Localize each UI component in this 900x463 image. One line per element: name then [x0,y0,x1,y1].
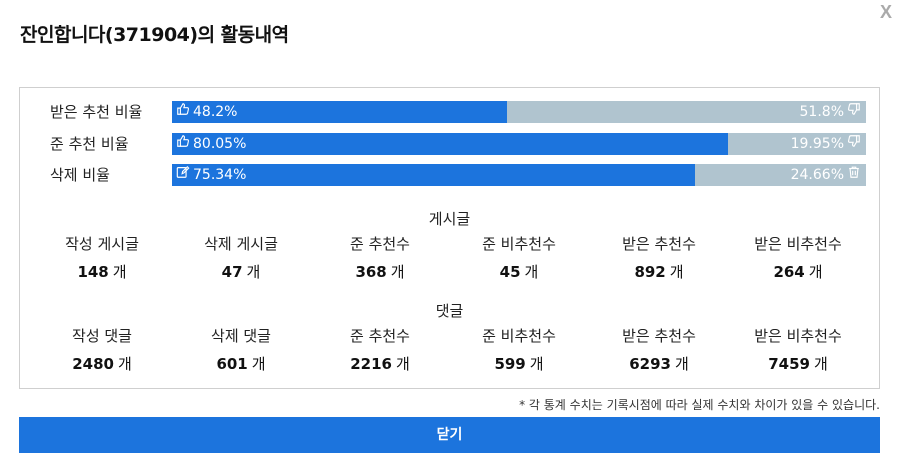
thumbs-up-icon [176,133,190,155]
bar-right-value: 24.66% [790,167,844,183]
stat-label: 삭제 댓글 [211,327,271,345]
stat-unit: 개 [674,355,689,373]
stat-comments-written: 작성 댓글 2480 개 [32,326,172,374]
stat-value: 6293 [629,355,671,373]
stat-label: 준 비추천수 [482,235,556,253]
stat-label: 받은 추천수 [622,327,696,345]
bar-label: 준 추천 비율 [50,135,129,153]
stat-label: 준 추천수 [350,327,410,345]
received-recommend-ratio-row: 받은 추천 비율 48.2% 51.8% [20,101,879,123]
stat-posts-received-downvote: 받은 비추천수 264 개 [728,234,868,282]
bar-label: 받은 추천 비율 [50,103,143,121]
stat-value: 599 [494,355,526,373]
bar-right-value: 19.95% [790,136,844,152]
ratio-bar-fill [172,101,507,123]
stat-unit: 개 [117,355,132,373]
stat-comments-deleted: 삭제 댓글 601 개 [171,326,311,374]
dialog-title: 잔인합니다(371904)의 활동내역 [20,24,289,46]
close-button[interactable]: 닫기 [19,417,880,453]
stat-value: 148 [77,263,109,281]
thumbs-up-icon [176,101,190,123]
stats-notice: * 각 통계 수치는 기록시점에 따라 실제 수치와 차이가 있을 수 있습니다… [519,398,880,412]
stat-posts-given-downvote: 준 비추천수 45 개 [449,234,589,282]
stat-value: 264 [773,263,805,281]
stat-posts-deleted: 삭제 게시글 47 개 [171,234,311,282]
bar-left-value: 75.34% [193,167,247,183]
stat-unit: 개 [251,355,266,373]
bar-left-value: 80.05% [193,136,247,152]
ratio-bar-track: 48.2% 51.8% [172,101,866,123]
stat-label: 작성 게시글 [65,235,139,253]
trash-icon [847,164,861,186]
stat-label: 받은 비추천수 [754,235,842,253]
stat-unit: 개 [246,263,261,281]
stat-label: 받은 비추천수 [754,327,842,345]
stat-value: 368 [355,263,387,281]
stat-comments-given-downvote: 준 비추천수 599 개 [449,326,589,374]
posts-section-title: 게시글 [428,210,471,228]
ratio-bar-track: 80.05% 19.95% [172,133,866,155]
stat-value: 45 [499,263,521,281]
stat-value: 892 [634,263,666,281]
stat-value: 47 [221,263,243,281]
stat-label: 준 비추천수 [482,327,556,345]
stat-unit: 개 [395,355,410,373]
stat-comments-received-recommend: 받은 추천수 6293 개 [589,326,729,374]
stat-value: 2480 [72,355,114,373]
bar-left-value: 48.2% [193,104,238,120]
stat-unit: 개 [808,263,823,281]
stat-value: 601 [216,355,248,373]
stat-unit: 개 [524,263,539,281]
stat-unit: 개 [529,355,544,373]
stat-posts-received-recommend: 받은 추천수 892 개 [589,234,729,282]
stat-label: 준 추천수 [350,235,410,253]
stat-unit: 개 [669,263,684,281]
comments-section-title: 댓글 [435,302,464,320]
bar-label: 삭제 비율 [50,166,110,184]
stat-unit: 개 [390,263,405,281]
stat-label: 작성 댓글 [72,327,132,345]
stat-label: 받은 추천수 [622,235,696,253]
thumbs-down-icon [847,133,861,155]
stat-unit: 개 [813,355,828,373]
bar-right-value: 51.8% [799,104,844,120]
given-recommend-ratio-row: 준 추천 비율 80.05% 19.95% [20,133,879,155]
stat-comments-received-downvote: 받은 비추천수 7459 개 [728,326,868,374]
stat-posts-written: 작성 게시글 148 개 [32,234,172,282]
ratio-bar-track: 75.34% 24.66% [172,164,866,186]
close-x-button[interactable]: X [880,2,893,22]
delete-ratio-row: 삭제 비율 75.34% 24.66% [20,164,879,186]
activity-panel: 받은 추천 비율 48.2% 51.8% 준 추천 비율 [19,87,880,389]
stat-comments-given-recommend: 준 추천수 2216 개 [310,326,450,374]
stat-unit: 개 [112,263,127,281]
stat-posts-given-recommend: 준 추천수 368 개 [310,234,450,282]
thumbs-down-icon [847,101,861,123]
stat-value: 2216 [350,355,392,373]
stat-label: 삭제 게시글 [204,235,278,253]
ratio-bar-fill [172,164,695,186]
edit-icon [176,164,190,186]
ratio-bar-fill [172,133,728,155]
stat-value: 7459 [768,355,810,373]
